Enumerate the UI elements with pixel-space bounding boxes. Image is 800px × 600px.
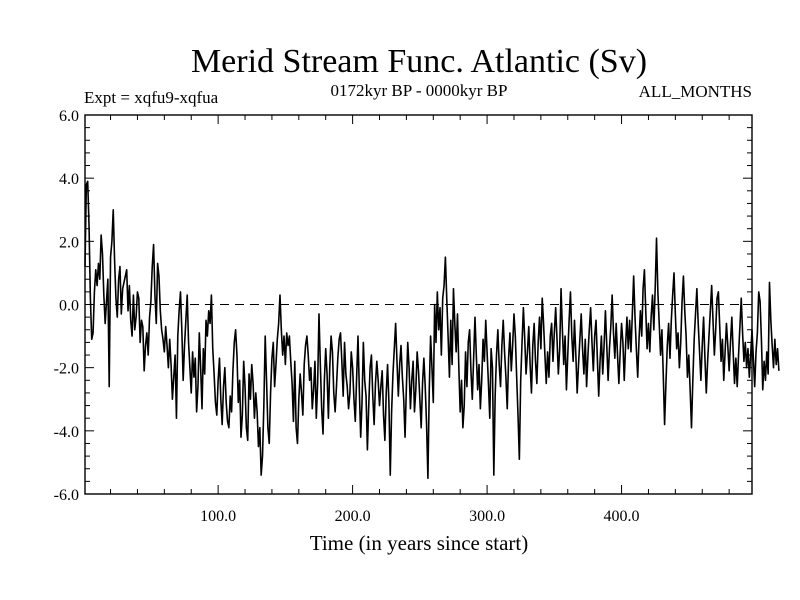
y-tick-label: 4.0 [59, 171, 79, 188]
expt-label: Expt = xqfu9-xqfua [84, 88, 219, 107]
y-tick-label: -6.0 [54, 487, 79, 504]
plot-area: 100.0 200.0 300.0 400.0 -6.0 -4.0 -2.0 0.0 2.0 4.… [54, 108, 780, 525]
y-tick-label: 2.0 [59, 234, 79, 251]
chart-title: Merid Stream Func. Atlantic (Sv) [191, 43, 647, 80]
x-tick-label: 400.0 [604, 508, 640, 525]
y-tick-label: -4.0 [54, 424, 79, 441]
y-tick-label: 6.0 [59, 108, 79, 125]
x-axis-label: Time (in years since start) [310, 531, 529, 555]
y-tick-label: -2.0 [54, 361, 79, 378]
x-tick-label: 100.0 [200, 508, 236, 525]
x-tick-label: 200.0 [335, 508, 371, 525]
series-line [84, 180, 780, 480]
months-label: ALL_MONTHS [639, 82, 752, 101]
y-tick-label: 0.0 [59, 298, 79, 315]
time-range-label: 0172kyr BP - 0000kyr BP [331, 81, 508, 100]
x-tick-label: 300.0 [469, 508, 505, 525]
